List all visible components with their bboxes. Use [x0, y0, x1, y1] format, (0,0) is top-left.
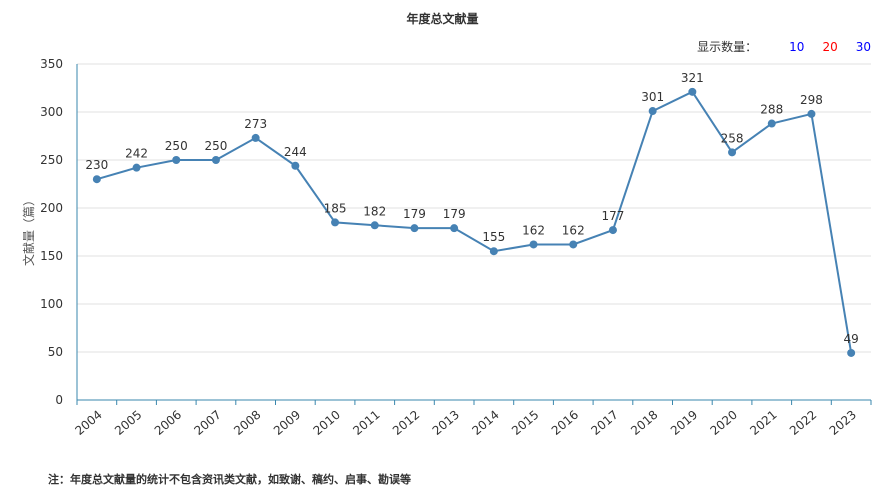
data-label: 242 [125, 147, 148, 161]
data-point [728, 148, 737, 157]
data-point [410, 224, 419, 233]
data-point [291, 161, 300, 170]
data-point [767, 119, 776, 128]
data-point [847, 348, 856, 357]
display-count-label: 显示数量： [697, 40, 758, 54]
x-tick-label: 2010 [311, 408, 343, 438]
display-count-control: 显示数量： 10 20 30 [697, 38, 871, 55]
y-tick-label: 150 [40, 249, 63, 263]
y-tick-label: 50 [48, 345, 63, 359]
x-tick-label: 2004 [72, 408, 104, 438]
data-label: 288 [760, 103, 783, 117]
data-point [608, 226, 617, 235]
chart-title: 年度总文献量 [406, 12, 479, 26]
x-tick-label: 2023 [827, 408, 859, 438]
data-label: 230 [85, 158, 108, 172]
data-point [688, 87, 697, 96]
data-point [450, 224, 459, 233]
x-tick-label: 2012 [390, 408, 422, 438]
y-tick-label: 350 [40, 57, 63, 71]
x-tick-label: 2015 [509, 408, 541, 438]
x-tick-label: 2013 [430, 408, 462, 438]
data-label: 244 [284, 145, 307, 159]
display-count-option-10[interactable]: 10 [789, 39, 805, 54]
data-label: 182 [363, 204, 386, 218]
display-count-option-20[interactable]: 20 [822, 39, 838, 54]
data-point [92, 175, 101, 184]
data-label: 155 [482, 230, 505, 244]
y-tick-label: 250 [40, 153, 63, 167]
y-tick-label: 200 [40, 201, 63, 215]
x-tick-label: 2014 [469, 408, 501, 438]
x-tick-label: 2006 [152, 408, 184, 438]
data-label: 162 [522, 223, 545, 237]
x-tick-label: 2008 [231, 408, 263, 438]
data-point [331, 218, 340, 227]
footnote: 注：年度总文献量的统计不包含资讯类文献，如致谢、稿约、启事、勘误等 [48, 473, 411, 486]
x-tick-label: 2017 [588, 408, 620, 438]
data-label: 179 [403, 207, 426, 221]
data-label: 250 [204, 139, 227, 153]
x-tick-label: 2007 [191, 408, 223, 438]
data-label: 258 [721, 131, 744, 145]
y-tick-label: 0 [55, 393, 63, 407]
display-count-option-30[interactable]: 30 [855, 39, 871, 54]
x-tick-label: 2020 [708, 408, 740, 438]
y-tick-label: 300 [40, 105, 63, 119]
x-tick-label: 2005 [112, 408, 144, 438]
data-point [648, 107, 657, 116]
data-label: 321 [681, 71, 704, 85]
x-tick-label: 2016 [549, 408, 581, 438]
x-tick-label: 2018 [628, 408, 660, 438]
data-label: 298 [800, 93, 823, 107]
data-label: 179 [443, 207, 466, 221]
x-tick-label: 2011 [350, 408, 382, 438]
data-point [172, 156, 181, 164]
data-point [132, 163, 141, 172]
data-label: 185 [324, 201, 347, 215]
data-point [807, 109, 816, 118]
data-label: 273 [244, 117, 267, 131]
data-label: 177 [601, 209, 624, 223]
x-tick-label: 2021 [747, 408, 779, 438]
data-label: 301 [641, 90, 664, 104]
x-tick-label: 2019 [668, 408, 700, 438]
y-tick-label: 100 [40, 297, 63, 311]
data-point [529, 240, 538, 249]
data-label: 162 [562, 223, 585, 237]
data-point [211, 156, 220, 164]
data-point [370, 221, 379, 230]
x-tick-label: 2022 [787, 408, 819, 438]
data-point [569, 240, 578, 249]
x-tick-label: 2009 [271, 408, 303, 438]
series-line [96, 90, 853, 354]
data-point [489, 247, 498, 256]
data-point [251, 133, 260, 142]
data-label: 250 [165, 139, 188, 153]
y-axis-label: 文献量（篇） [21, 194, 36, 266]
data-label: 49 [844, 332, 859, 346]
